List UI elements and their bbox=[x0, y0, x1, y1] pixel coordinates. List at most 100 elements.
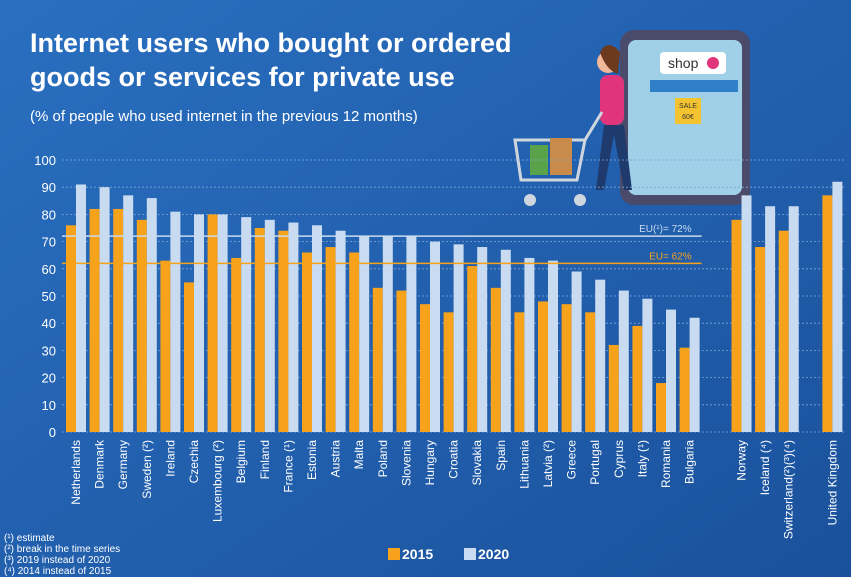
awning bbox=[650, 80, 738, 92]
x-tick-label: Slovakia bbox=[470, 440, 484, 486]
x-tick-label: Czechia bbox=[187, 440, 201, 484]
bar bbox=[99, 187, 110, 432]
bar bbox=[571, 271, 582, 432]
bar bbox=[632, 325, 643, 432]
bar bbox=[642, 298, 653, 432]
bar bbox=[264, 219, 275, 432]
bar bbox=[741, 195, 752, 432]
cart-handle bbox=[583, 111, 604, 141]
bar bbox=[76, 184, 86, 432]
x-tick-label: Bulgaria bbox=[683, 440, 697, 484]
bar bbox=[217, 214, 228, 432]
x-tick-label: Austria bbox=[329, 440, 343, 478]
bar bbox=[500, 249, 511, 432]
x-tick-label: Norway bbox=[735, 440, 749, 481]
x-tick-label: Germany bbox=[116, 440, 130, 489]
cart-goods bbox=[550, 138, 572, 175]
bar bbox=[679, 347, 690, 432]
y-tick-label: 50 bbox=[42, 289, 56, 304]
legend-label: 2020 bbox=[478, 546, 509, 562]
bar bbox=[406, 236, 417, 432]
bar bbox=[467, 266, 478, 432]
x-tick-label: Netherlands bbox=[69, 440, 83, 505]
bar bbox=[113, 208, 124, 432]
x-tick-label: Croatia bbox=[447, 440, 461, 479]
x-tick-label: Lithuania bbox=[517, 440, 531, 489]
footnote: (²) break in the time series bbox=[4, 544, 120, 555]
person-body bbox=[600, 75, 624, 125]
bar bbox=[765, 206, 776, 432]
bar bbox=[241, 217, 252, 432]
x-tick-label: Latvia (²) bbox=[541, 440, 555, 487]
bar bbox=[514, 312, 525, 432]
sale-tag bbox=[675, 98, 701, 124]
price-text: 60€ bbox=[682, 114, 694, 121]
bar bbox=[146, 198, 157, 432]
bar bbox=[302, 252, 312, 432]
bar bbox=[288, 222, 299, 432]
bar bbox=[731, 219, 742, 432]
sale-text: SALE bbox=[679, 103, 697, 110]
x-tick-label: Estonia bbox=[305, 440, 319, 480]
x-tick-label: Cyprus bbox=[612, 440, 626, 478]
bar bbox=[453, 244, 464, 432]
x-tick-label: France (¹) bbox=[281, 440, 295, 493]
y-tick-label: 10 bbox=[42, 398, 56, 413]
y-tick-label: 80 bbox=[42, 207, 56, 222]
bar bbox=[335, 230, 346, 432]
cart-wheel bbox=[574, 194, 586, 206]
legend-swatch bbox=[388, 548, 400, 560]
person-legs bbox=[596, 125, 632, 190]
bar bbox=[123, 195, 134, 432]
cart-wheel bbox=[524, 194, 536, 206]
y-tick-label: 60 bbox=[42, 262, 56, 277]
bar bbox=[490, 287, 501, 432]
bar bbox=[788, 206, 799, 432]
bar bbox=[349, 252, 360, 432]
bar bbox=[170, 211, 181, 432]
footnote: (⁴) 2014 instead of 2015 bbox=[4, 566, 112, 577]
footnote: (¹) estimate bbox=[4, 533, 55, 544]
chart-subtitle: (% of people who used internet in the pr… bbox=[30, 108, 418, 125]
bar bbox=[832, 181, 843, 432]
reference-label: EU= 62% bbox=[649, 251, 692, 262]
x-tick-label: Romania bbox=[659, 440, 673, 488]
bar bbox=[89, 208, 100, 432]
x-tick-label: Denmark bbox=[93, 439, 107, 489]
person-hair bbox=[600, 45, 620, 74]
chart-title: goods or services for private use bbox=[30, 62, 455, 92]
y-tick-label: 20 bbox=[42, 371, 56, 386]
x-tick-label: Switzerland(²)(³)(⁴) bbox=[782, 440, 796, 539]
legend-swatch bbox=[464, 548, 476, 560]
x-tick-label: Hungary bbox=[423, 440, 437, 485]
x-tick-label: Slovenia bbox=[399, 440, 413, 486]
bar bbox=[160, 260, 171, 432]
bar bbox=[656, 383, 666, 432]
bar bbox=[595, 279, 606, 432]
x-tick-label: Malta bbox=[352, 440, 366, 470]
bar bbox=[443, 312, 454, 432]
illustration: shop SALE 60€ bbox=[513, 30, 750, 206]
bar bbox=[136, 219, 147, 432]
bar bbox=[524, 257, 535, 432]
bar bbox=[184, 282, 194, 432]
reference-label: EU(¹)= 72% bbox=[639, 224, 692, 235]
y-tick-label: 90 bbox=[42, 180, 56, 195]
bar bbox=[231, 257, 242, 432]
bar bbox=[420, 304, 430, 432]
x-tick-label: Ireland bbox=[163, 440, 177, 477]
x-tick-label: Finland bbox=[258, 440, 272, 479]
x-tick-label: Poland bbox=[376, 440, 390, 477]
y-tick-label: 40 bbox=[42, 316, 56, 331]
bar bbox=[822, 195, 833, 432]
bar bbox=[372, 287, 383, 432]
bar bbox=[66, 225, 76, 432]
bar bbox=[538, 301, 548, 432]
bar bbox=[396, 290, 407, 432]
bar bbox=[585, 312, 596, 432]
bar bbox=[207, 214, 218, 432]
bar bbox=[561, 304, 572, 432]
legend-label: 2015 bbox=[402, 546, 433, 562]
bar bbox=[382, 236, 393, 432]
